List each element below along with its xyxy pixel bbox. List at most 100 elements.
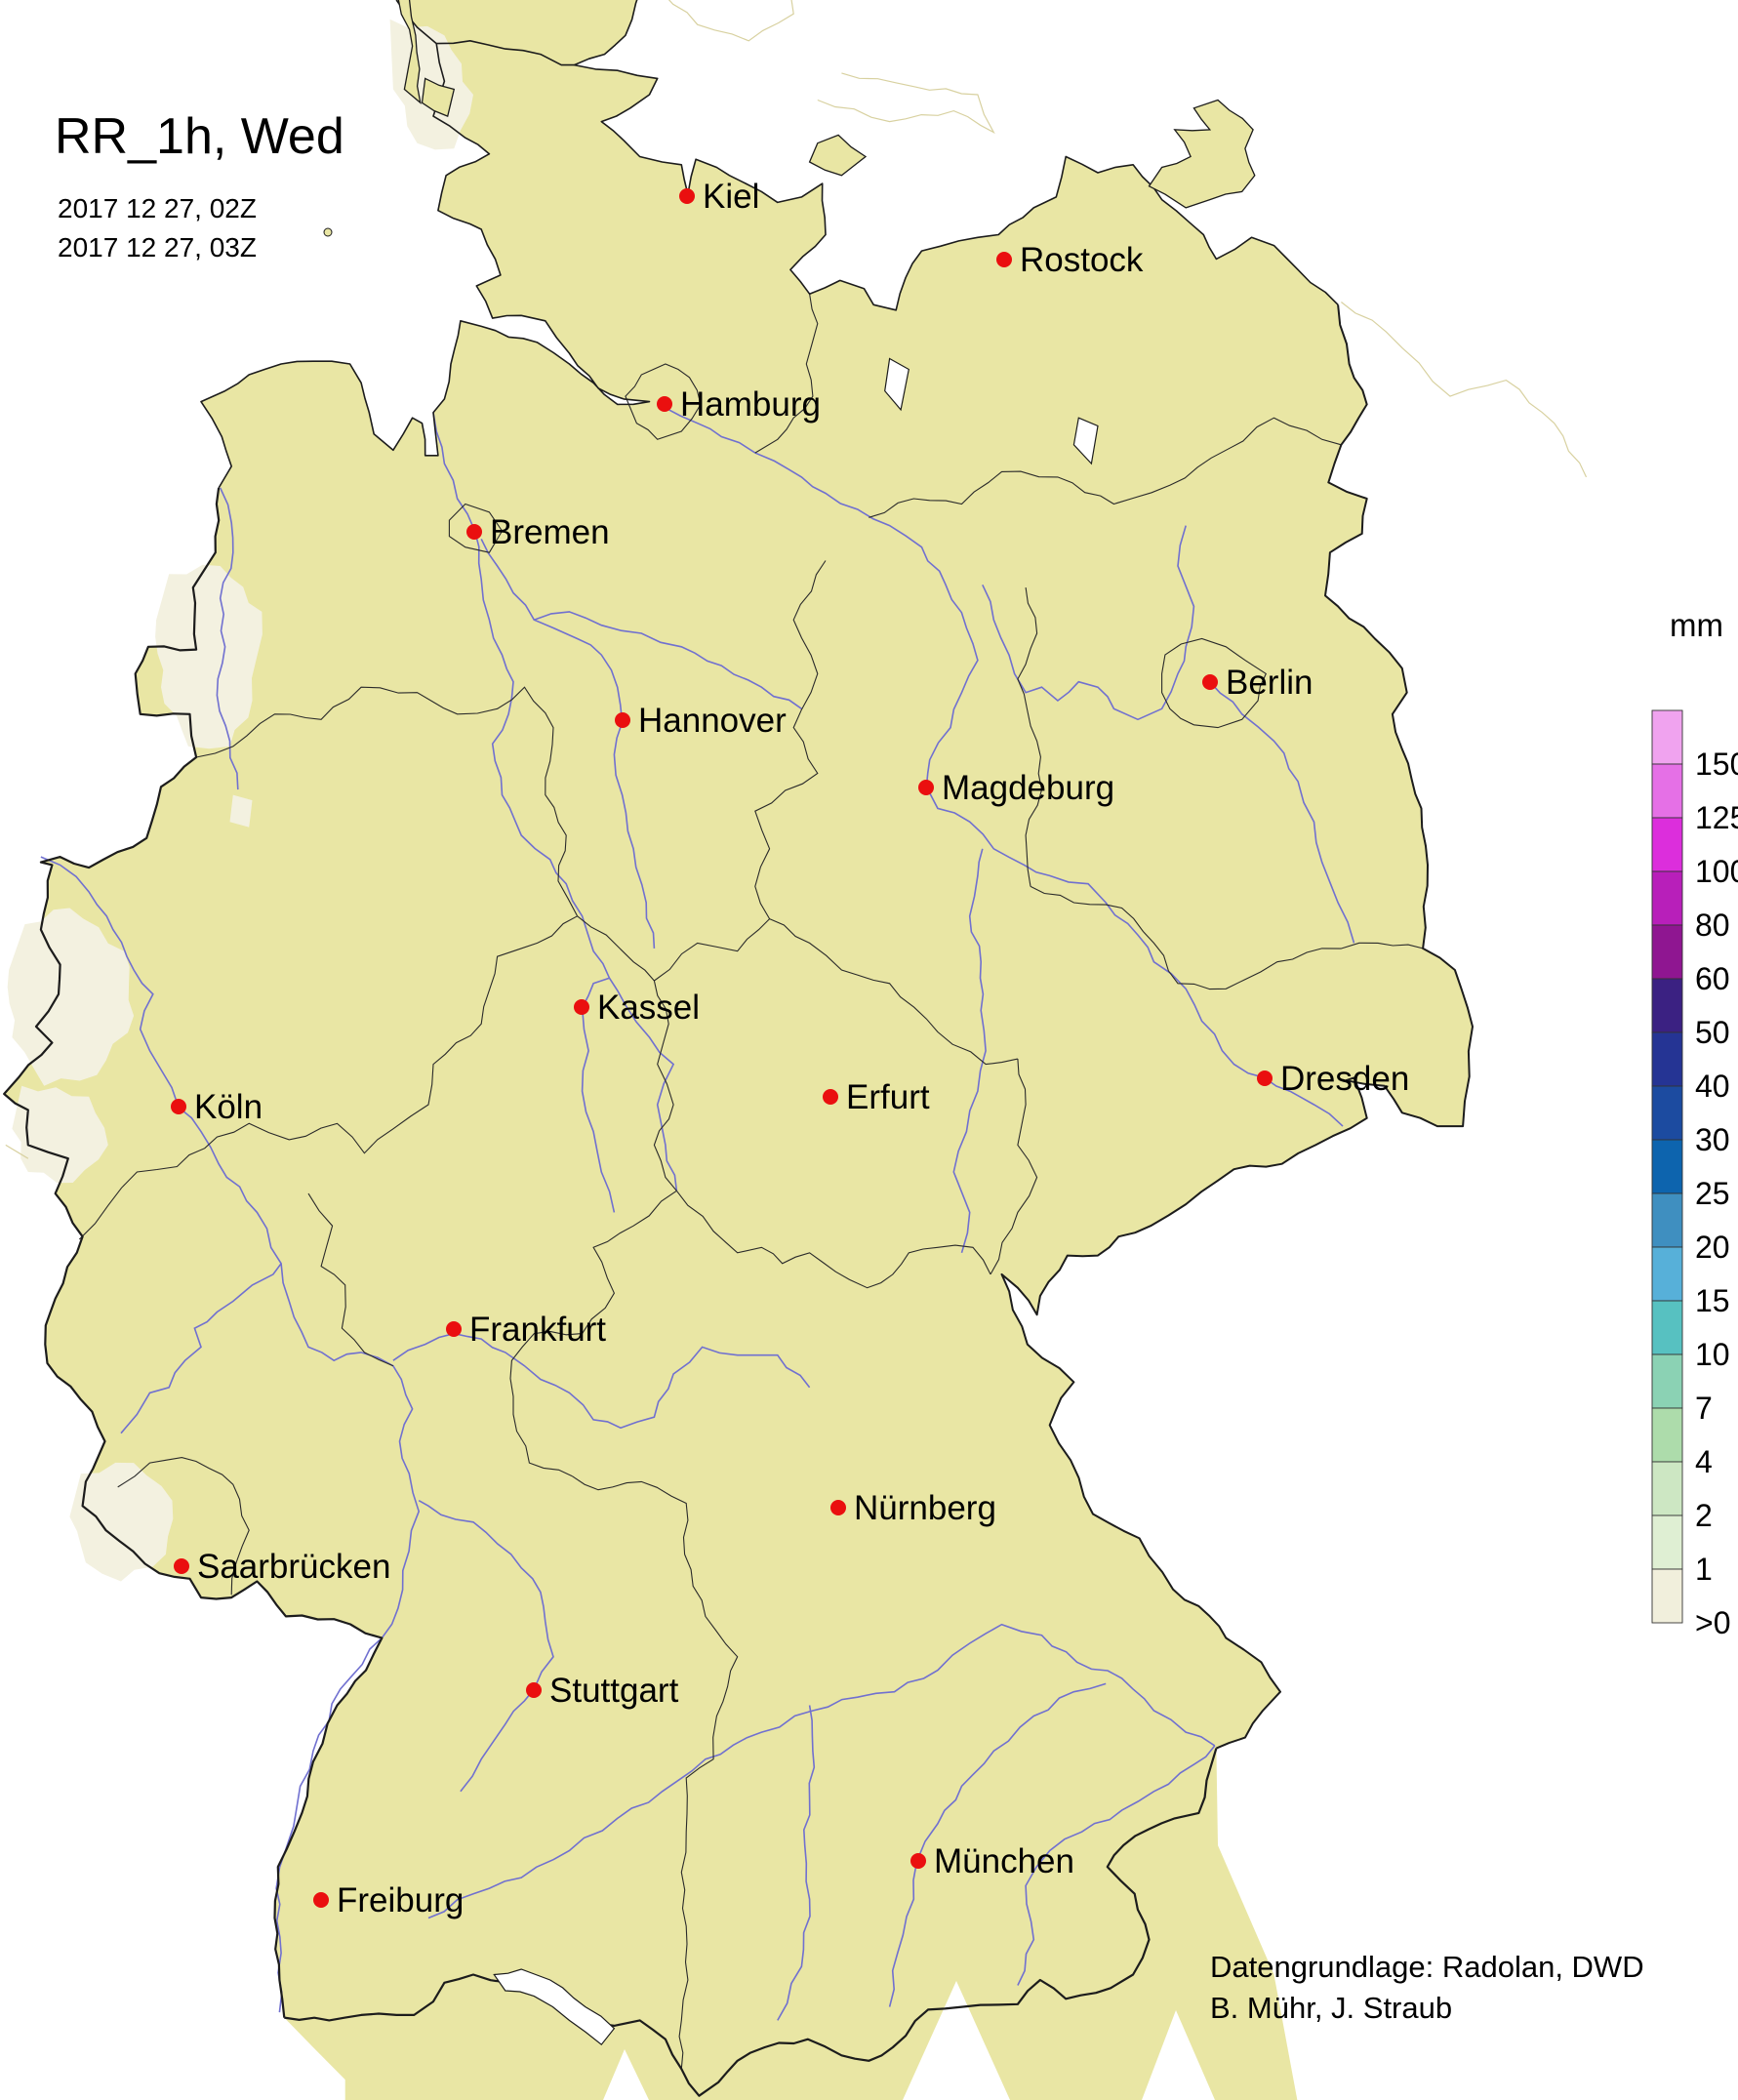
river-path	[581, 977, 616, 1213]
legend-tick-label: 30	[1695, 1122, 1730, 1157]
city-item: Nürnberg	[830, 1489, 996, 1527]
city-label: Hannover	[638, 702, 787, 740]
city-label: Berlin	[1226, 664, 1313, 702]
legend-swatch	[1651, 1192, 1683, 1248]
state-border-path	[754, 560, 827, 919]
city-marker	[823, 1089, 838, 1105]
state-border-path	[675, 1190, 991, 1289]
national-border-path	[1000, 304, 1474, 1750]
legend-tick-label: 150	[1695, 747, 1738, 782]
legend-colorbar: 150 125 100 80 60 50 40 30 25 20 15 10 7 4 2 1 >0	[1651, 709, 1738, 1640]
city-item: Bremen	[466, 513, 610, 551]
precip-area	[229, 794, 253, 828]
river-path	[952, 848, 987, 1254]
river-path	[392, 1332, 811, 1430]
river-path	[982, 525, 1195, 721]
state-border-path	[990, 1059, 1038, 1275]
city-label: Bremen	[490, 513, 610, 551]
state-border-path	[448, 503, 504, 553]
legend-tick-label: 50	[1695, 1015, 1730, 1050]
island-layer	[323, 0, 1256, 237]
city-item: Hannover	[615, 702, 787, 740]
state-border-path	[572, 1475, 739, 2070]
city-label: Dresden	[1280, 1060, 1409, 1098]
city-label: Kiel	[703, 178, 759, 216]
state-border-path	[307, 1192, 394, 1367]
legend-tick-label: 100	[1695, 854, 1738, 889]
legend-swatch	[1651, 1031, 1683, 1087]
city-label: Kassel	[597, 989, 700, 1027]
river-path	[1017, 1745, 1216, 1986]
state-border-path	[1161, 637, 1267, 729]
river-path	[432, 412, 611, 979]
lake-shape	[493, 1968, 616, 2046]
city-marker	[313, 1892, 329, 1908]
precipitation-layer	[7, 19, 473, 1582]
coastline-path	[200, 43, 651, 489]
island-shape	[1148, 99, 1256, 209]
legend-swatch	[1651, 978, 1683, 1033]
city-label: Frankfurt	[469, 1311, 606, 1349]
legend-tick-label: 20	[1695, 1230, 1730, 1265]
legend-tick-label: 2	[1695, 1498, 1713, 1533]
city-label: Magdeburg	[942, 769, 1114, 807]
lake-layer	[493, 357, 1099, 2046]
legend-tick-label: 80	[1695, 908, 1730, 943]
state-border-path	[195, 686, 579, 917]
precip-area	[12, 1085, 108, 1184]
city-label: München	[934, 1842, 1074, 1880]
legend-tick-label: 25	[1695, 1176, 1730, 1211]
city-item: Freiburg	[313, 1881, 464, 1919]
map-title: RR_1h, Wed	[55, 108, 344, 165]
domain-clip-wedge	[603, 2049, 649, 2100]
state-border-path	[1017, 587, 1043, 887]
precip-area	[69, 1462, 174, 1582]
island-shape	[397, 0, 422, 104]
state-border-path	[1030, 885, 1424, 990]
legend-swatch	[1651, 1246, 1683, 1302]
city-item: Saarbrücken	[174, 1548, 390, 1586]
city-marker	[174, 1558, 189, 1574]
city-marker	[996, 252, 1012, 267]
legend-tick-label: >0	[1695, 1605, 1730, 1640]
attribution-line2: B. Mühr, J. Straub	[1210, 1991, 1452, 2025]
city-marker	[446, 1321, 462, 1337]
foreign-outline-layer	[5, 0, 1588, 1159]
legend-tick-label: 1	[1695, 1552, 1713, 1587]
city-marker	[526, 1682, 542, 1698]
legend-tick-label: 60	[1695, 961, 1730, 996]
legend-swatch	[1651, 1407, 1683, 1463]
island-shape	[421, 77, 456, 117]
city-label: Saarbrücken	[197, 1548, 390, 1586]
city-marker	[466, 524, 482, 540]
city-marker	[679, 188, 695, 204]
domain-clip-wedge	[1142, 2010, 1215, 2100]
city-item: Kiel	[679, 178, 759, 216]
city-item: Frankfurt	[446, 1311, 606, 1349]
state-border-path	[577, 915, 655, 982]
land-layer	[4, 0, 1473, 2100]
foreign-outline-path	[817, 72, 995, 135]
state-border-path	[869, 417, 1342, 518]
river-path	[608, 977, 678, 1191]
coastline-path	[573, 0, 1339, 311]
city-item: Magdeburg	[918, 769, 1114, 807]
legend-swatch	[1651, 1353, 1683, 1409]
city-label: Freiburg	[337, 1881, 464, 1919]
city-marker	[1202, 674, 1218, 690]
state-border-path	[117, 1457, 250, 1595]
island-shape	[808, 134, 868, 177]
legend-swatch	[1651, 1139, 1683, 1194]
city-label: Erfurt	[846, 1078, 930, 1116]
city-marker	[171, 1099, 186, 1114]
state-border-path	[754, 294, 819, 454]
lake-shape	[884, 357, 909, 412]
city-label: Köln	[194, 1088, 263, 1126]
datetime-start: 2017 12 27, 02Z	[58, 193, 257, 223]
legend-swatch	[1651, 1300, 1683, 1355]
legend-swatch	[1651, 817, 1683, 872]
foreign-outline-path	[1341, 302, 1588, 478]
river-path	[120, 1263, 282, 1434]
